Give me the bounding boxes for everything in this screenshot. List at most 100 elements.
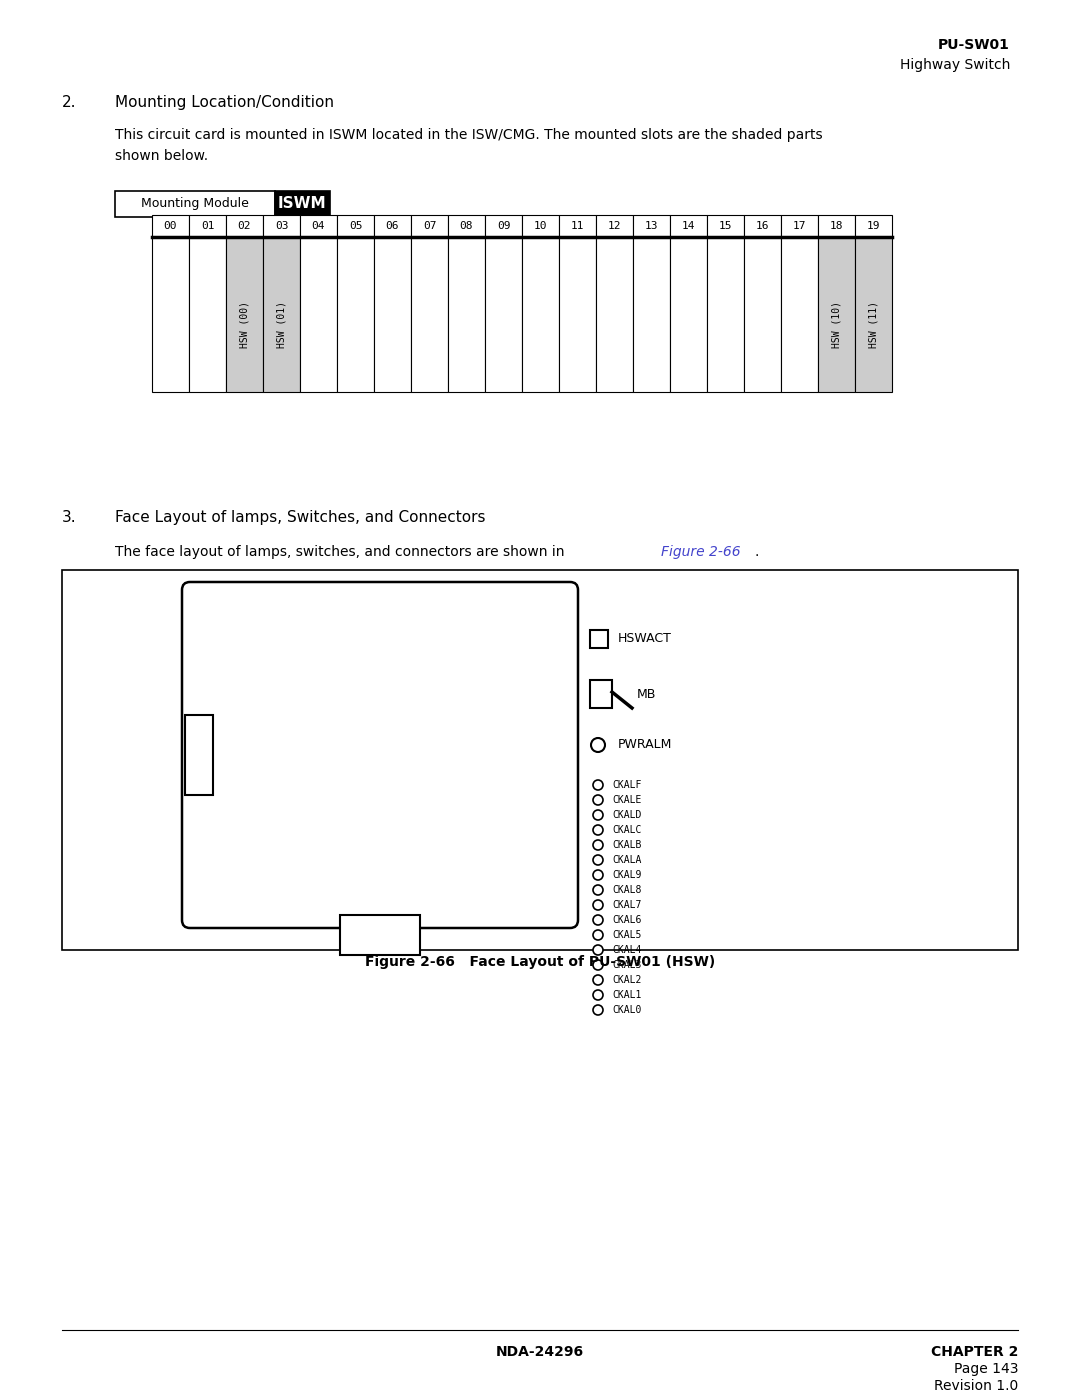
- Bar: [781, 237, 818, 393]
- Circle shape: [593, 960, 603, 970]
- Text: CHAPTER 2: CHAPTER 2: [931, 1345, 1018, 1359]
- Text: CKALB: CKALB: [612, 840, 642, 849]
- Text: CKAL8: CKAL8: [612, 886, 642, 895]
- Text: CKAL0: CKAL0: [612, 1004, 642, 1016]
- Text: CKALD: CKALD: [612, 810, 642, 820]
- Text: 07: 07: [422, 221, 436, 231]
- Bar: [707, 215, 744, 237]
- Text: 19: 19: [867, 221, 880, 231]
- Circle shape: [591, 738, 605, 752]
- Text: HSW (00): HSW (00): [240, 300, 249, 348]
- Bar: [855, 237, 892, 393]
- Text: Figure 2-66   Face Layout of PU-SW01 (HSW): Figure 2-66 Face Layout of PU-SW01 (HSW): [365, 956, 715, 970]
- Bar: [300, 215, 337, 237]
- Text: Face Layout of lamps, Switches, and Connectors: Face Layout of lamps, Switches, and Conn…: [114, 510, 486, 525]
- Circle shape: [593, 886, 603, 895]
- Bar: [522, 237, 559, 393]
- Bar: [226, 237, 264, 393]
- Text: 14: 14: [681, 221, 696, 231]
- FancyBboxPatch shape: [183, 583, 578, 928]
- Text: CKAL5: CKAL5: [612, 930, 642, 940]
- Bar: [818, 215, 855, 237]
- Bar: [275, 191, 330, 217]
- Text: 11: 11: [570, 221, 584, 231]
- Circle shape: [593, 990, 603, 1000]
- Bar: [152, 237, 189, 393]
- Circle shape: [593, 855, 603, 865]
- Bar: [781, 215, 818, 237]
- Bar: [337, 237, 374, 393]
- Text: PU-SW01: PU-SW01: [939, 38, 1010, 52]
- Bar: [559, 237, 596, 393]
- Circle shape: [593, 975, 603, 985]
- Text: HSW (01): HSW (01): [276, 300, 286, 348]
- Bar: [485, 215, 522, 237]
- Text: CKALE: CKALE: [612, 795, 642, 805]
- Bar: [670, 215, 707, 237]
- Text: CKAL3: CKAL3: [612, 960, 642, 970]
- Text: This circuit card is mounted in ISWM located in the ISW/CMG. The mounted slots a: This circuit card is mounted in ISWM loc…: [114, 129, 823, 162]
- Bar: [411, 215, 448, 237]
- Bar: [596, 237, 633, 393]
- Bar: [264, 237, 300, 393]
- Bar: [818, 237, 855, 393]
- Circle shape: [593, 870, 603, 880]
- Circle shape: [593, 900, 603, 909]
- Circle shape: [593, 840, 603, 849]
- Circle shape: [593, 826, 603, 835]
- Text: CKALA: CKALA: [612, 855, 642, 865]
- Text: 03: 03: [274, 221, 288, 231]
- Bar: [264, 215, 300, 237]
- Text: 2.: 2.: [62, 95, 77, 110]
- Text: MB: MB: [637, 687, 657, 700]
- Bar: [374, 215, 411, 237]
- Bar: [485, 237, 522, 393]
- Bar: [596, 215, 633, 237]
- Text: CKAL9: CKAL9: [612, 870, 642, 880]
- Text: CKAL7: CKAL7: [612, 900, 642, 909]
- Circle shape: [593, 915, 603, 925]
- Text: HSW (11): HSW (11): [868, 300, 878, 348]
- Text: 18: 18: [829, 221, 843, 231]
- Bar: [340, 915, 420, 956]
- Bar: [633, 215, 670, 237]
- Bar: [744, 237, 781, 393]
- Text: 3.: 3.: [62, 510, 77, 525]
- Bar: [670, 237, 707, 393]
- Text: 15: 15: [719, 221, 732, 231]
- Text: 13: 13: [645, 221, 658, 231]
- Text: 01: 01: [201, 221, 214, 231]
- Bar: [744, 215, 781, 237]
- Text: Mounting Location/Condition: Mounting Location/Condition: [114, 95, 334, 110]
- Text: CKAL4: CKAL4: [612, 944, 642, 956]
- Bar: [152, 215, 189, 237]
- Circle shape: [593, 1004, 603, 1016]
- Text: PWRALM: PWRALM: [618, 739, 673, 752]
- Bar: [226, 215, 264, 237]
- Bar: [374, 237, 411, 393]
- Bar: [707, 237, 744, 393]
- Text: HSW (10): HSW (10): [832, 300, 841, 348]
- Text: CKAL1: CKAL1: [612, 990, 642, 1000]
- Text: .: .: [755, 545, 759, 559]
- Text: 00: 00: [164, 221, 177, 231]
- Text: 04: 04: [312, 221, 325, 231]
- Text: Page 143: Page 143: [954, 1362, 1018, 1376]
- Bar: [189, 215, 226, 237]
- Bar: [590, 630, 608, 648]
- Bar: [300, 237, 337, 393]
- Text: 09: 09: [497, 221, 510, 231]
- Bar: [114, 191, 275, 217]
- Text: HSWACT: HSWACT: [618, 633, 672, 645]
- Text: Revision 1.0: Revision 1.0: [934, 1379, 1018, 1393]
- Bar: [633, 237, 670, 393]
- Bar: [559, 215, 596, 237]
- Circle shape: [593, 810, 603, 820]
- Circle shape: [593, 795, 603, 805]
- Text: CKAL6: CKAL6: [612, 915, 642, 925]
- Text: Figure 2-66: Figure 2-66: [661, 545, 741, 559]
- Bar: [185, 715, 213, 795]
- Text: CKAL2: CKAL2: [612, 975, 642, 985]
- Text: 02: 02: [238, 221, 252, 231]
- Bar: [448, 215, 485, 237]
